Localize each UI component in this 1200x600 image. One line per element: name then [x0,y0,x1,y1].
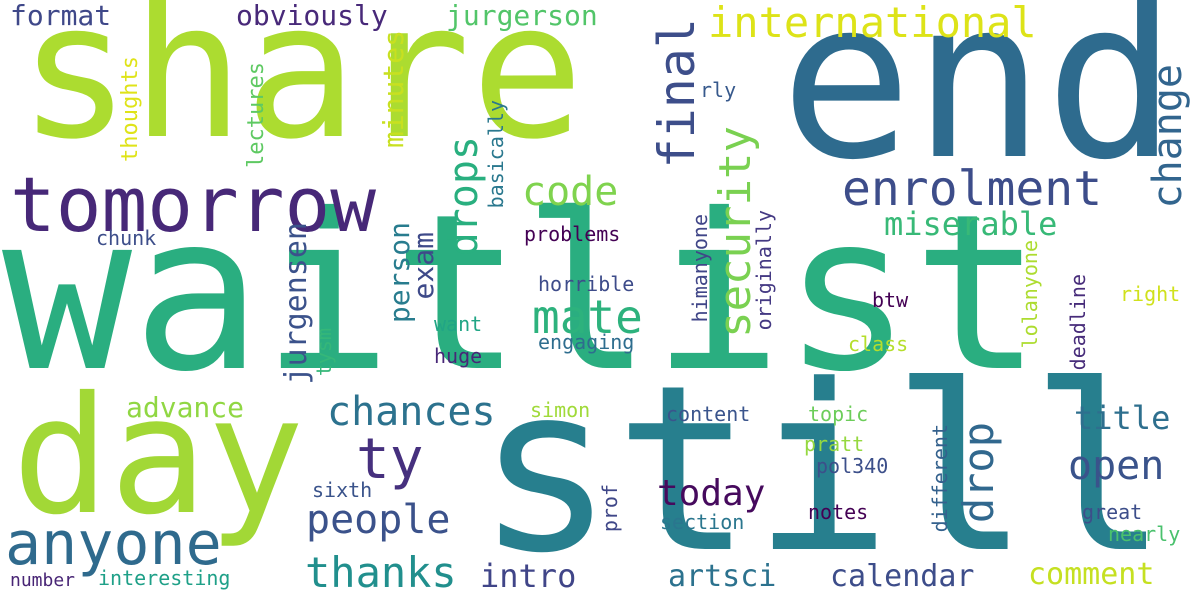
word-chances: chances [327,389,496,435]
word-code: code [522,169,619,215]
word-jurgerson: jurgerson [446,0,598,32]
word-share: share [18,0,584,181]
word-title: title [1074,399,1171,437]
word-simon: simon [530,398,591,422]
word-want: want [434,312,483,336]
word-originally: originally [752,210,776,331]
word-miserable: miserable [884,205,1058,243]
word-advance: advance [126,391,245,424]
word-topic: topic [808,402,869,426]
word-people: people [306,497,451,543]
word-notes: notes [808,500,869,524]
word-horrible: horrible [538,272,635,296]
word-huge: huge [434,344,483,368]
word-intro: intro [480,557,577,595]
word-today: today [657,473,766,514]
word-format: format [10,0,112,32]
word-interesting: interesting [98,566,231,590]
word-sixth: sixth [312,478,373,502]
word-rly: rly [700,78,737,102]
word-still: still [476,337,1169,600]
word-prof: prof [598,484,622,533]
word-international: international [708,0,1037,47]
word-artsci: artsci [668,559,777,594]
word-btw: btw [872,288,909,312]
word-deadline: deadline [1066,274,1090,371]
word-right: right [1120,282,1181,306]
word-open: open [1068,443,1165,489]
word-drops: drops [441,136,487,257]
word-final: final [648,18,706,169]
word-tomorrow: tomorrow [10,160,377,249]
word-waitlist: waitlist [2,168,1043,419]
word-basically: basically [484,100,508,209]
word-obviously: obviously [236,0,388,32]
word-section: section [660,510,745,534]
word-enrolment: enrolment [842,161,1103,217]
word-comment: comment [1028,557,1155,592]
word-thanks: thanks [305,548,457,597]
word-great: great [1082,500,1143,524]
word-nearly: nearly [1108,522,1181,546]
word-pratt: pratt [804,432,865,456]
word-day: day [12,363,305,551]
word-calendar: calendar [830,559,975,594]
word-content: content [666,402,751,426]
word-drop: drop [954,422,1003,524]
word-himanyone: himanyone [688,214,712,323]
word-end: end [780,0,1178,208]
word-chunk: chunk [96,226,157,250]
word-thoughts: thoughts [118,56,143,162]
word-jurgensen: jurgensen [279,222,314,385]
word-lolanyone: lolanyone [1018,240,1042,349]
word-lectures: lectures [244,62,269,168]
word-mate: mate [532,290,643,344]
word-number: number [10,570,76,591]
word-class: class [848,332,909,356]
word-exam: exam [407,232,440,300]
word-change: change [1145,64,1191,209]
word-ty: ty [356,427,424,492]
word-tysm: tysm [312,328,336,377]
word-minutes: minutes [377,30,410,149]
word-anyone: anyone [5,509,222,579]
word-different: different [928,424,952,533]
word-engaging: engaging [538,330,635,354]
word-problems: problems [524,222,621,246]
word-pol340: pol340 [816,454,889,478]
